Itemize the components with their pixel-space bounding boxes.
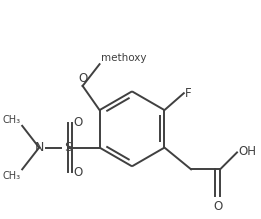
Text: O: O (78, 72, 87, 85)
Text: O: O (73, 166, 83, 179)
Text: S: S (64, 141, 72, 154)
Text: O: O (73, 116, 83, 129)
Text: CH₃: CH₃ (3, 171, 21, 180)
Text: methoxy: methoxy (101, 53, 146, 63)
Text: F: F (185, 87, 192, 100)
Text: O: O (213, 200, 222, 213)
Text: N: N (34, 141, 44, 154)
Text: OH: OH (238, 145, 256, 158)
Text: CH₃: CH₃ (3, 115, 21, 125)
